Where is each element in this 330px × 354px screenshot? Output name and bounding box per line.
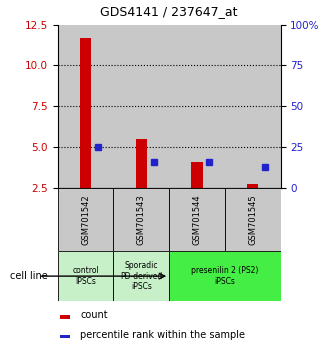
Bar: [169, 188, 225, 251]
Bar: [114, 25, 169, 188]
Text: presenilin 2 (PS2)
iPSCs: presenilin 2 (PS2) iPSCs: [191, 267, 258, 286]
Text: GSM701545: GSM701545: [248, 194, 257, 245]
Text: count: count: [80, 310, 108, 320]
Text: percentile rank within the sample: percentile rank within the sample: [80, 330, 245, 340]
Bar: [225, 25, 280, 188]
Bar: [80, 38, 91, 188]
Text: cell line: cell line: [10, 271, 48, 281]
Text: GSM701542: GSM701542: [81, 194, 90, 245]
Text: GSM701543: GSM701543: [137, 194, 146, 245]
Text: control
IPSCs: control IPSCs: [72, 267, 99, 286]
Bar: [114, 188, 169, 251]
Bar: [114, 251, 169, 301]
Bar: [60, 335, 70, 338]
Bar: [225, 188, 280, 251]
Bar: [191, 161, 203, 188]
Bar: [60, 315, 70, 319]
Bar: [169, 25, 225, 188]
Text: Sporadic
PD-derived
iPSCs: Sporadic PD-derived iPSCs: [120, 261, 162, 291]
Bar: [58, 251, 114, 301]
Bar: [136, 139, 147, 188]
Bar: [169, 251, 280, 301]
Bar: [58, 188, 114, 251]
Bar: [58, 25, 114, 188]
Bar: [247, 183, 258, 188]
Text: GSM701544: GSM701544: [192, 194, 202, 245]
Text: GDS4141 / 237647_at: GDS4141 / 237647_at: [100, 5, 238, 18]
